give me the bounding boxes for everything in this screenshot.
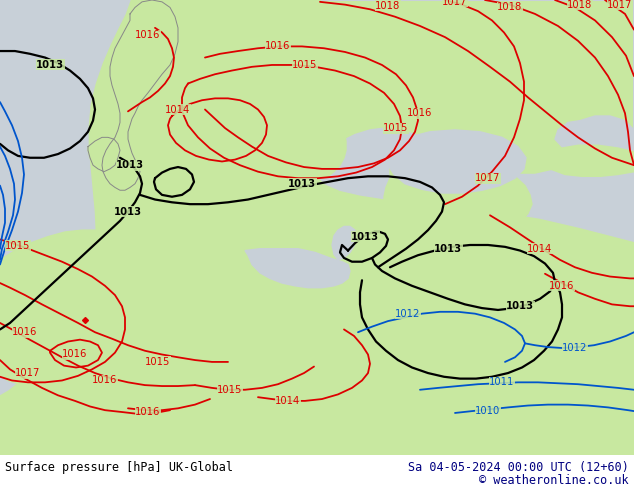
Text: 1015: 1015: [145, 357, 171, 367]
Polygon shape: [332, 226, 356, 260]
Polygon shape: [384, 156, 532, 246]
Text: 1017: 1017: [15, 368, 41, 378]
Polygon shape: [102, 0, 178, 190]
Polygon shape: [245, 199, 384, 258]
Text: 1010: 1010: [476, 406, 501, 416]
Text: 1016: 1016: [135, 407, 160, 417]
Text: 1017: 1017: [607, 0, 633, 10]
Polygon shape: [88, 137, 120, 172]
Text: 1016: 1016: [549, 281, 574, 291]
Text: 1018: 1018: [498, 2, 522, 12]
Polygon shape: [0, 0, 130, 394]
Text: 1017: 1017: [476, 173, 501, 183]
Text: 1013: 1013: [116, 160, 144, 170]
Text: 1014: 1014: [165, 104, 191, 115]
Text: 1014: 1014: [527, 244, 553, 254]
Polygon shape: [245, 249, 350, 288]
Text: 1015: 1015: [292, 60, 318, 70]
Text: 1016: 1016: [93, 375, 118, 386]
Polygon shape: [138, 0, 158, 11]
Text: 1016: 1016: [62, 349, 87, 360]
Text: 1011: 1011: [489, 377, 515, 387]
Text: 1013: 1013: [434, 244, 462, 254]
Text: 1012: 1012: [562, 343, 588, 353]
Text: 1015: 1015: [384, 123, 409, 133]
Text: 1018: 1018: [567, 0, 593, 10]
Text: 1017: 1017: [443, 0, 468, 7]
Text: 1013: 1013: [36, 60, 64, 70]
Text: 1015: 1015: [5, 241, 30, 251]
Text: 1012: 1012: [396, 309, 421, 318]
Polygon shape: [262, 74, 282, 95]
Text: 1016: 1016: [265, 41, 290, 51]
Text: 1016: 1016: [407, 108, 432, 118]
Text: 1013: 1013: [351, 232, 379, 242]
Text: 1016: 1016: [135, 30, 160, 40]
Polygon shape: [278, 0, 346, 178]
Text: Sa 04-05-2024 00:00 UTC (12+60): Sa 04-05-2024 00:00 UTC (12+60): [408, 461, 629, 474]
Polygon shape: [388, 130, 526, 193]
Polygon shape: [555, 116, 634, 150]
Polygon shape: [144, 9, 160, 21]
Polygon shape: [0, 230, 152, 386]
Polygon shape: [538, 144, 634, 176]
Polygon shape: [242, 98, 270, 116]
Text: 1013: 1013: [114, 207, 142, 217]
Polygon shape: [318, 0, 634, 241]
Text: 1013: 1013: [506, 301, 534, 311]
Text: 1016: 1016: [12, 327, 37, 337]
Text: 1018: 1018: [375, 0, 401, 11]
Text: 1014: 1014: [275, 396, 301, 406]
Text: 1013: 1013: [288, 179, 316, 189]
Polygon shape: [462, 137, 505, 160]
Text: © weatheronline.co.uk: © weatheronline.co.uk: [479, 474, 629, 488]
Polygon shape: [334, 221, 370, 262]
Text: Surface pressure [hPa] UK-Global: Surface pressure [hPa] UK-Global: [5, 461, 233, 474]
Text: 1015: 1015: [217, 385, 243, 395]
